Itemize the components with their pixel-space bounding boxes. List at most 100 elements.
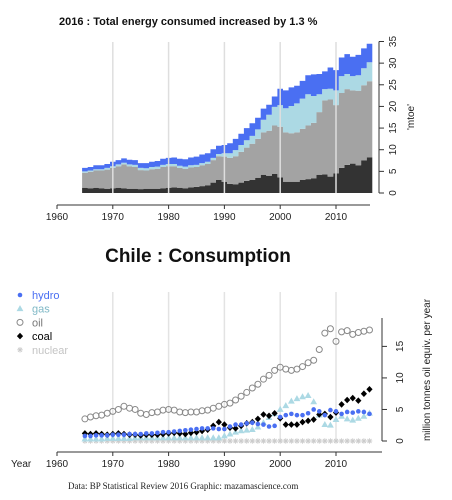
point-nuclear-2008 xyxy=(322,438,328,444)
top-x-axis: 1960 1970 1980 1990 2000 2010 xyxy=(46,205,348,223)
point-nuclear-2016 xyxy=(366,438,373,444)
bottom-y-tick-label-15: 15 xyxy=(395,340,406,352)
area-gas xyxy=(82,62,373,173)
point-nuclear-1996 xyxy=(255,438,261,444)
point-nuclear-1971 xyxy=(115,438,122,444)
area-oil xyxy=(82,81,373,190)
point-oil-2011 xyxy=(338,328,346,336)
point-gas-1981 xyxy=(170,434,178,441)
point-oil-1975 xyxy=(137,409,145,417)
point-hydro-1996 xyxy=(255,421,261,427)
point-nuclear-1987-stroke xyxy=(204,438,211,444)
point-hydro-1989 xyxy=(216,426,222,432)
point-nuclear-1975-stroke xyxy=(137,438,144,444)
point-coal-2014 xyxy=(355,397,362,404)
top-y-tick-label-35: 35 xyxy=(388,36,399,48)
point-nuclear-1969 xyxy=(104,438,111,444)
legend-marker-gas xyxy=(16,305,24,312)
bottom-x-axis-label: Year xyxy=(11,459,32,470)
point-nuclear-1999-stroke xyxy=(271,438,278,444)
point-hydro-1968 xyxy=(99,433,104,438)
point-gas-2002 xyxy=(287,397,295,404)
point-nuclear-1979 xyxy=(160,438,166,444)
point-gas-1996 xyxy=(254,423,262,430)
point-hydro-2013 xyxy=(350,410,356,415)
point-hydro-1995 xyxy=(250,420,255,426)
point-nuclear-2002 xyxy=(288,438,295,444)
point-gas-1995 xyxy=(248,426,256,433)
point-oil-1997 xyxy=(259,375,267,383)
top-x-tick-label-1980: 1980 xyxy=(157,212,180,223)
point-nuclear-1970-stroke xyxy=(110,438,116,444)
point-nuclear-2009-stroke xyxy=(327,438,334,444)
point-nuclear-1972 xyxy=(121,438,127,444)
point-gas-1990 xyxy=(221,432,228,439)
point-nuclear-2004 xyxy=(299,438,306,444)
point-oil-2005 xyxy=(304,359,312,367)
point-hydro-2005 xyxy=(305,410,311,416)
point-nuclear-2011 xyxy=(338,438,345,444)
point-coal-1992 xyxy=(232,425,239,432)
point-nuclear-2016-stroke xyxy=(366,438,373,444)
top-y-tick-label-5: 5 xyxy=(388,168,399,174)
point-nuclear-2000-stroke xyxy=(277,438,283,444)
point-hydro-1969 xyxy=(104,433,110,438)
point-hydro-2012 xyxy=(344,409,350,415)
point-hydro-2006 xyxy=(311,407,316,412)
point-nuclear-1972-stroke xyxy=(121,438,127,444)
point-gas-1967 xyxy=(92,435,100,442)
point-coal-2009 xyxy=(327,413,334,421)
point-nuclear-1969-stroke xyxy=(104,438,111,444)
point-nuclear-1990 xyxy=(221,438,228,444)
point-nuclear-2000 xyxy=(277,438,283,444)
point-hydro-1987 xyxy=(205,426,210,431)
point-gas-2000 xyxy=(276,405,284,412)
point-nuclear-1997-stroke xyxy=(260,438,267,444)
point-nuclear-1975 xyxy=(137,438,144,444)
point-gas-2008 xyxy=(321,421,329,427)
point-hydro-1979 xyxy=(160,429,166,435)
point-nuclear-1989 xyxy=(216,438,222,444)
point-hydro-1986 xyxy=(199,426,205,431)
point-hydro-1985 xyxy=(194,426,199,432)
point-hydro-1980 xyxy=(166,429,171,435)
point-coal-1998 xyxy=(265,412,273,420)
point-gas-1988 xyxy=(209,434,217,441)
point-gas-1994 xyxy=(243,426,251,433)
point-nuclear-1995-stroke xyxy=(249,438,256,444)
point-oil-2012 xyxy=(343,327,351,335)
bottom-y-tick-label-5: 5 xyxy=(395,406,406,412)
point-gas-1971 xyxy=(114,434,122,441)
point-nuclear-2001 xyxy=(282,438,289,444)
legend-marker-oil xyxy=(16,318,24,326)
point-hydro-2014 xyxy=(356,409,361,414)
bottom-x-tick-label-1980: 1980 xyxy=(157,459,180,470)
point-hydro-2009 xyxy=(328,407,333,413)
point-oil-1971 xyxy=(114,405,122,413)
area-hydro xyxy=(82,43,373,172)
point-oil-1982 xyxy=(176,408,184,416)
point-gas-1985 xyxy=(193,434,200,441)
point-hydro-1990 xyxy=(222,426,227,432)
point-gas-1987 xyxy=(204,434,212,441)
point-nuclear-1994-stroke xyxy=(243,438,250,444)
point-nuclear-1976-stroke xyxy=(143,438,150,444)
point-oil-2003 xyxy=(293,365,301,373)
point-hydro-2003 xyxy=(294,412,300,418)
point-nuclear-1986-stroke xyxy=(199,438,205,444)
point-gas-1972 xyxy=(120,434,128,441)
point-nuclear-2014-stroke xyxy=(355,438,362,444)
point-hydro-1994 xyxy=(244,421,250,426)
point-oil-1979 xyxy=(159,406,167,414)
point-oil-1994 xyxy=(243,388,251,396)
point-hydro-1970 xyxy=(110,432,116,437)
point-nuclear-1993 xyxy=(238,438,244,444)
point-nuclear-2013-stroke xyxy=(349,438,356,444)
point-oil-1992 xyxy=(232,396,240,404)
point-hydro-1967 xyxy=(93,433,99,438)
point-nuclear-1990-stroke xyxy=(221,438,228,444)
legend-marker-coal xyxy=(16,332,24,340)
point-nuclear-1977-stroke xyxy=(149,438,155,444)
point-hydro-2001 xyxy=(283,412,289,418)
point-nuclear-1981-stroke xyxy=(171,438,177,444)
